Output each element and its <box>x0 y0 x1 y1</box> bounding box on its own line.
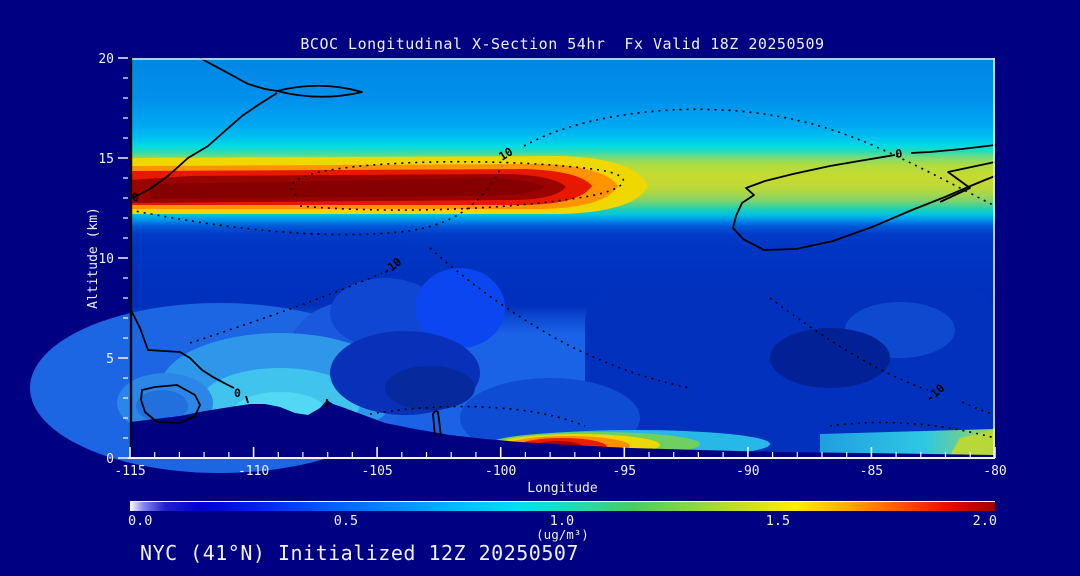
colorbar-tick-0.5: 0.5 <box>333 513 359 529</box>
x-major-ticks <box>129 447 996 458</box>
x-minor-ticks <box>154 452 971 458</box>
contour-label-ten-upper: 10 <box>496 144 515 163</box>
dotted-contours <box>129 108 996 439</box>
plot-area: 0 10 0 0 -10 -10 20 15 10 5 0 -115 -110 … <box>30 52 1007 479</box>
y-tick-0: 0 <box>106 452 114 467</box>
xsection-canvas: 0 10 0 0 -10 -10 20 15 10 5 0 -115 -110 … <box>30 52 1007 479</box>
x-tick--100: -100 <box>485 464 516 479</box>
axes-frame <box>118 57 996 459</box>
x-tick--110: -110 <box>238 464 269 479</box>
y-minor-ticks <box>123 77 128 439</box>
y-tick-15: 15 <box>98 152 114 167</box>
x-tick--105: -105 <box>361 464 392 479</box>
colorbar-tick-1.0: 1.0 <box>549 513 575 529</box>
colorbar-units-label: (ug/m³) <box>536 527 589 542</box>
terrain-silhouette <box>130 400 995 458</box>
x-tick--115: -115 <box>114 464 145 479</box>
y-major-ticks <box>118 57 128 459</box>
solid-contours <box>129 57 996 437</box>
colorbar-tick-1.5: 1.5 <box>765 513 791 529</box>
y-axis-title: Altitude (km) <box>86 207 101 309</box>
colorbar-gradient <box>130 501 995 511</box>
contour-label-zero-lower-left: 0 <box>234 386 241 400</box>
x-tick--80: -80 <box>983 464 1006 479</box>
y-tick-10: 10 <box>98 252 114 267</box>
x-tick-labels: -115 -110 -105 -100 -95 -90 -85 -80 <box>114 464 1006 479</box>
contour-label-zero-left: 0 <box>130 190 140 205</box>
y-tick-labels: 20 15 10 5 0 <box>98 52 114 467</box>
y-tick-5: 5 <box>106 352 114 367</box>
x-tick--95: -95 <box>613 464 636 479</box>
colorbar-tick-2.0: 2.0 <box>972 513 997 529</box>
x-tick--85: -85 <box>860 464 883 479</box>
init-info-text: NYC (41°N) Initialized 12Z 20250507 <box>140 541 579 565</box>
x-axis-title: Longitude <box>527 481 598 496</box>
colorbar-tick-0.0: 0.0 <box>128 513 153 529</box>
y-tick-20: 20 <box>98 52 114 67</box>
x-tick--90: -90 <box>736 464 759 479</box>
contour-label-zero-right: 0 <box>894 146 903 161</box>
chart-title: BCOC Longitudinal X-Section 54hr Fx Vali… <box>300 35 825 53</box>
filled-contour-background <box>30 58 995 473</box>
